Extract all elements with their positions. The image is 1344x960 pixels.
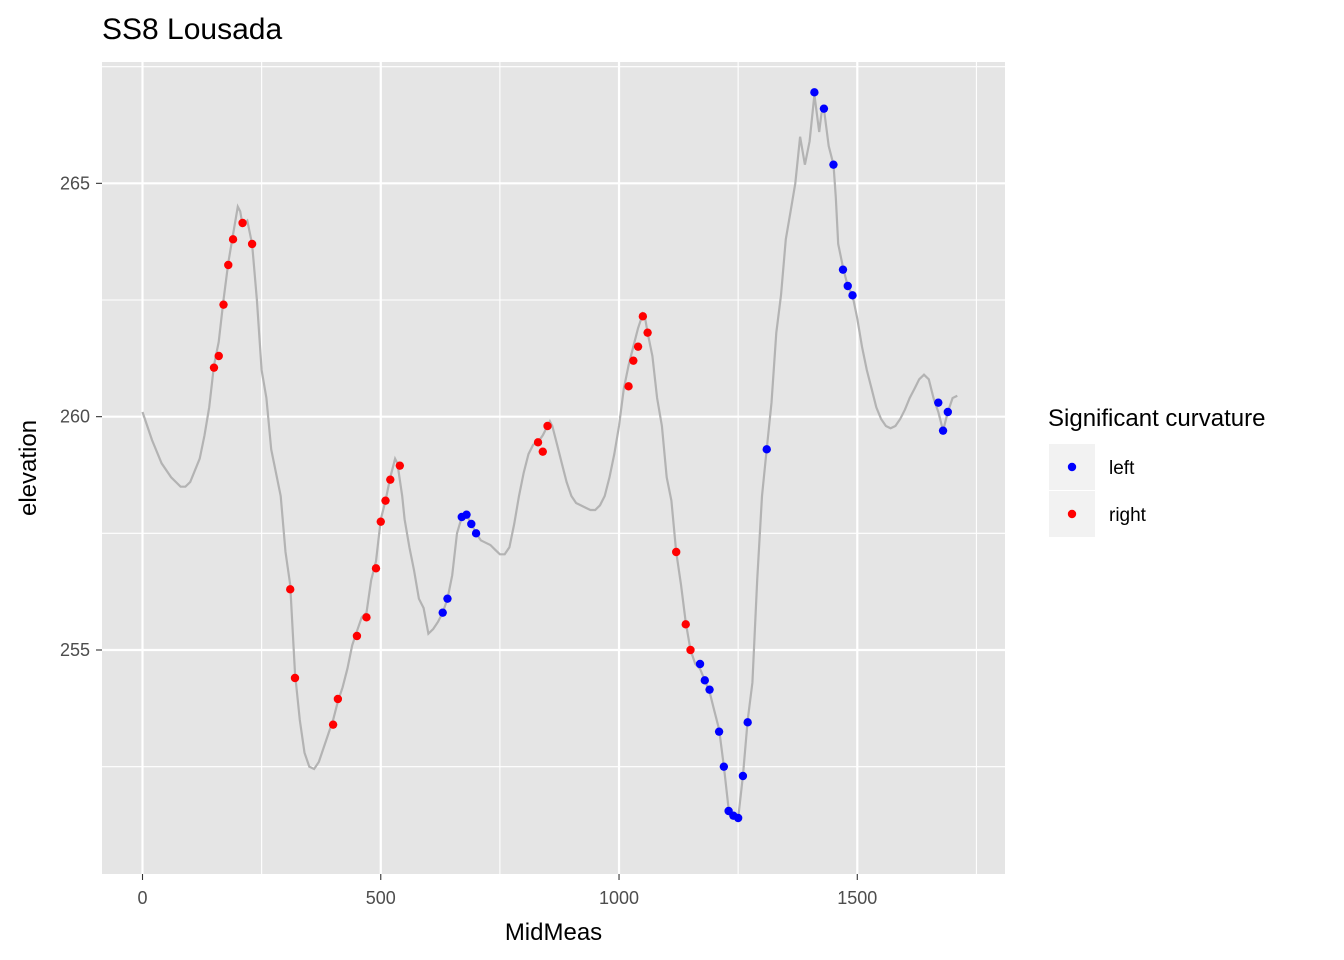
point-right	[224, 260, 233, 270]
point-right	[371, 564, 381, 573]
legend-label-right: right	[1109, 505, 1147, 526]
point-right	[633, 342, 643, 351]
point-right	[333, 694, 343, 704]
point-right	[376, 517, 385, 526]
grid-major	[102, 62, 1005, 874]
point-right	[209, 363, 219, 372]
point-right	[395, 461, 405, 470]
point-right	[386, 475, 395, 484]
point-left	[733, 813, 743, 823]
series-right-points	[209, 218, 695, 729]
point-right	[686, 645, 695, 655]
point-left	[714, 727, 724, 736]
point-left	[462, 510, 471, 519]
point-left	[467, 519, 476, 529]
point-right	[638, 312, 648, 321]
legend: Significant curvature left right	[1048, 405, 1265, 537]
legend-label-left: left	[1109, 458, 1135, 479]
point-right	[672, 547, 681, 557]
point-right	[238, 218, 247, 228]
point-right	[247, 239, 257, 249]
elevation-profile-line	[141, 94, 958, 820]
point-right	[381, 496, 390, 505]
point-left	[700, 676, 709, 685]
point-left	[810, 88, 819, 97]
point-right	[543, 421, 552, 431]
point-left	[471, 529, 481, 538]
point-left	[743, 718, 752, 727]
y-tick-label: 265	[60, 173, 90, 193]
point-left	[705, 685, 714, 694]
point-right	[219, 300, 228, 309]
point-right	[352, 631, 362, 641]
series-left-points	[438, 88, 953, 823]
point-left	[695, 659, 705, 669]
point-right	[328, 720, 338, 729]
point-right	[228, 235, 238, 244]
point-left	[838, 265, 848, 274]
point-left	[738, 771, 748, 781]
plot-clip-group	[141, 88, 958, 823]
point-right	[624, 382, 633, 391]
point-left	[819, 104, 829, 113]
x-tick-label: 500	[366, 888, 396, 908]
point-left	[829, 160, 838, 169]
point-left	[943, 407, 953, 417]
point-left	[938, 426, 948, 435]
plot-panel	[102, 62, 1005, 874]
x-axis-title: MidMeas	[505, 919, 602, 946]
y-tick-label: 255	[60, 640, 90, 660]
point-left	[762, 445, 771, 454]
point-right	[643, 328, 652, 337]
point-right	[362, 613, 371, 622]
y-axis-title: elevation	[15, 420, 42, 516]
point-left	[934, 398, 943, 407]
point-right	[681, 620, 690, 629]
point-right	[629, 356, 638, 365]
x-tick-label: 1500	[837, 888, 877, 908]
point-right	[290, 673, 300, 683]
point-left	[438, 608, 447, 617]
x-tick-label: 0	[137, 888, 147, 908]
point-left	[443, 594, 452, 603]
y-axis-ticks: 255 260 265	[60, 173, 102, 660]
point-right	[214, 351, 223, 361]
point-right	[286, 585, 295, 594]
chart-title: SS8 Lousada	[102, 13, 282, 46]
x-tick-label: 1000	[599, 888, 639, 908]
point-left	[848, 291, 857, 300]
point-right	[533, 438, 543, 447]
point-left	[843, 281, 852, 291]
legend-key-left	[1067, 462, 1077, 472]
point-right	[538, 447, 547, 456]
legend-title: Significant curvature	[1048, 405, 1265, 432]
x-axis-ticks: 0 500 1000 1500	[137, 874, 877, 908]
y-tick-label: 260	[60, 407, 90, 427]
legend-key-right	[1067, 509, 1077, 519]
point-left	[719, 762, 729, 771]
